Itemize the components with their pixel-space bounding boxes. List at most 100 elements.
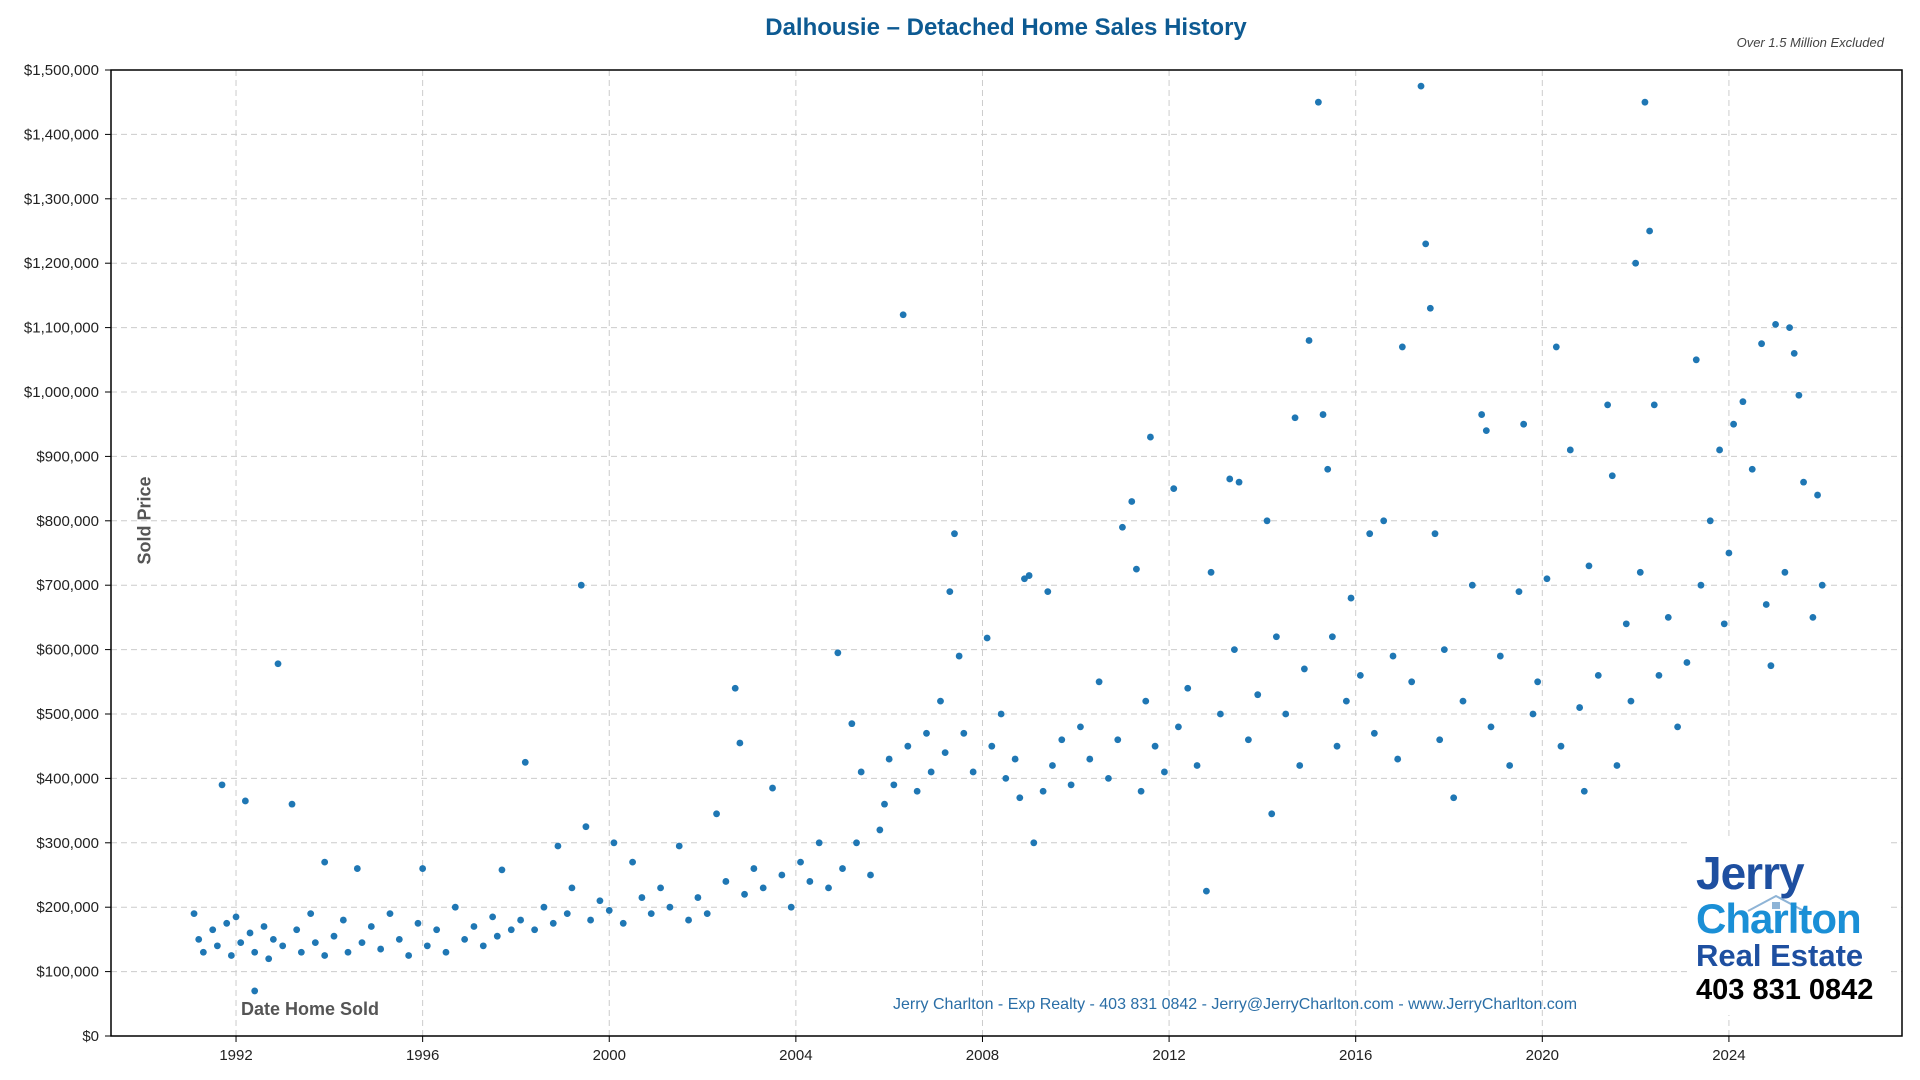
y-tick-label: $200,000 <box>36 899 99 916</box>
data-point <box>1543 575 1551 583</box>
data-point <box>507 926 515 934</box>
data-point <box>265 955 273 963</box>
data-point <box>1450 794 1458 802</box>
data-point <box>311 939 319 947</box>
data-point <box>237 939 245 947</box>
data-point <box>246 929 254 937</box>
data-point <box>1622 620 1630 628</box>
y-tick-label: $900,000 <box>36 448 99 465</box>
data-point <box>881 800 888 808</box>
data-point <box>759 884 767 892</box>
data-point <box>1440 646 1448 653</box>
data-point <box>213 942 221 950</box>
data-point <box>498 866 506 874</box>
data-point <box>190 910 198 918</box>
data-point <box>521 758 529 766</box>
contact-footer: Jerry Charlton - Exp Realty - 403 831 08… <box>893 996 1578 1013</box>
data-point <box>769 784 776 792</box>
data-point <box>1818 581 1826 589</box>
data-point <box>596 897 604 905</box>
data-point <box>694 894 702 901</box>
data-point <box>358 939 366 947</box>
data-point <box>1272 633 1280 641</box>
data-point <box>1328 633 1336 641</box>
data-point <box>218 781 226 789</box>
data-point <box>806 878 814 885</box>
data-point <box>736 739 744 747</box>
y-tick-label: $100,000 <box>36 964 99 981</box>
data-point <box>750 865 758 872</box>
data-point <box>1114 736 1122 744</box>
y-tick-label: $1,400,000 <box>24 126 99 143</box>
y-tick-label: $300,000 <box>36 835 99 852</box>
data-point <box>288 800 296 808</box>
data-point <box>913 787 921 795</box>
x-tick-label: 1996 <box>406 1047 439 1064</box>
data-point <box>1300 665 1308 673</box>
data-point <box>1263 517 1271 525</box>
data-point <box>1128 498 1136 505</box>
data-point <box>540 903 548 911</box>
data-point <box>489 913 497 921</box>
data-point <box>1786 324 1793 331</box>
data-point <box>1748 465 1756 473</box>
data-point <box>713 810 720 818</box>
data-point <box>1800 478 1807 486</box>
data-point <box>1147 433 1154 441</box>
data-point <box>1170 485 1178 492</box>
data-point <box>1758 340 1765 348</box>
data-point <box>610 839 618 847</box>
data-point <box>937 697 944 705</box>
data-point <box>1585 562 1593 570</box>
data-point <box>1030 839 1038 847</box>
data-point <box>1604 401 1612 409</box>
data-point <box>554 842 562 850</box>
data-point <box>1730 420 1737 428</box>
data-point <box>517 916 525 924</box>
data-point <box>1790 349 1798 357</box>
data-point <box>1692 356 1700 364</box>
data-point <box>199 948 207 956</box>
data-point <box>1557 742 1565 750</box>
data-point <box>587 916 594 924</box>
data-point <box>1762 601 1770 608</box>
data-point <box>927 768 935 776</box>
data-point <box>605 907 613 914</box>
data-point <box>1534 678 1542 686</box>
data-point <box>549 919 557 927</box>
data-point <box>1095 678 1103 686</box>
data-point <box>955 652 963 660</box>
x-tick-label: 2024 <box>1712 1047 1745 1064</box>
data-point <box>1151 742 1159 750</box>
data-point <box>1268 810 1276 818</box>
data-point <box>1142 697 1150 705</box>
data-point <box>834 649 842 657</box>
data-point <box>988 742 996 750</box>
data-point <box>1011 755 1019 763</box>
data-point <box>1720 620 1728 628</box>
data-point <box>1356 671 1364 679</box>
data-point <box>797 858 804 866</box>
data-point <box>1217 710 1224 718</box>
data-point <box>577 581 585 589</box>
data-point <box>386 910 394 918</box>
data-point <box>647 910 655 918</box>
brand-logo: Jerry Charlton Real Estate 403 831 0842 <box>1688 840 1888 1015</box>
plot-frame <box>110 69 1903 1037</box>
data-point <box>1389 652 1397 660</box>
data-point <box>1002 775 1010 782</box>
data-point <box>1324 465 1332 473</box>
y-tick-label: $600,000 <box>36 642 99 659</box>
data-point <box>1193 762 1201 769</box>
y-tick-label: $800,000 <box>36 513 99 530</box>
data-point <box>1398 343 1406 351</box>
y-tick-label: $0 <box>82 1028 99 1045</box>
x-tick-label: 2008 <box>966 1047 999 1064</box>
data-point <box>1580 787 1588 795</box>
data-point <box>1459 697 1467 705</box>
data-point <box>1697 581 1705 589</box>
data-point <box>1282 710 1290 718</box>
data-point <box>433 926 441 934</box>
data-point <box>638 894 646 901</box>
data-point <box>1291 414 1299 422</box>
